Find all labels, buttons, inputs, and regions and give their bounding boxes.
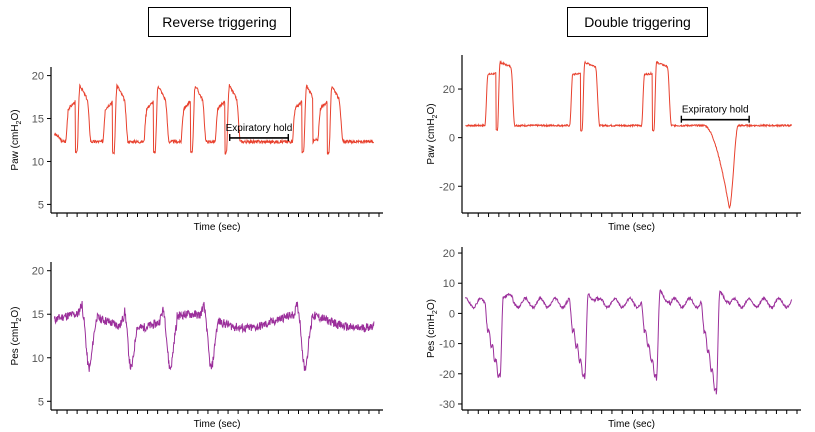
- y-tick-label: 20: [443, 248, 455, 260]
- y-tick-label: 0: [449, 308, 455, 320]
- y-tick-label: 15: [32, 309, 44, 321]
- y-tick-label: -20: [439, 181, 455, 193]
- y-axis-label: Paw (cmH2O): [10, 109, 23, 170]
- right-panel-title: Double triggering: [567, 7, 708, 37]
- y-tick-label: 20: [443, 84, 455, 96]
- y-tick-label: -10: [439, 339, 455, 351]
- y-tick-label: 5: [38, 199, 44, 211]
- series-line-paw: [465, 60, 793, 209]
- left-panel-title: Reverse triggering: [148, 7, 291, 37]
- y-tick-label: 20: [32, 71, 44, 83]
- y-tick-label: -30: [439, 399, 455, 411]
- chart-rt-paw: 5 10 15 20 Time (sec) Paw (cmH2O) Expiratory h…: [10, 67, 383, 233]
- series-line-pes: [465, 289, 793, 395]
- series-line-pes: [53, 300, 375, 372]
- y-tick-label: 5: [38, 396, 44, 408]
- x-axis-label: Time (sec): [194, 419, 241, 430]
- chart-dt-pes: -30 -20 -10 0 10 20 Time (sec) Pes (cmH2O): [426, 247, 801, 430]
- x-axis-label: Time (sec): [194, 222, 241, 233]
- y-tick-label: 10: [443, 278, 455, 290]
- x-axis-label: Time (sec): [608, 222, 655, 233]
- chart-rt-pes: 5 10 15 20 Time (sec) Pes (cmH2O): [10, 262, 383, 430]
- expiratory-hold-label: Expiratory hold: [226, 123, 293, 134]
- y-tick-label: 10: [32, 353, 44, 365]
- y-tick-label: -20: [439, 369, 455, 381]
- y-axis-label: Paw (cmH2O): [426, 103, 439, 164]
- y-tick-label: 10: [32, 156, 44, 168]
- y-tick-label: 15: [32, 114, 44, 126]
- expiratory-hold-label: Expiratory hold: [682, 105, 749, 116]
- x-axis-label: Time (sec): [608, 419, 655, 430]
- y-axis-label: Pes (cmH2O): [10, 307, 23, 366]
- y-tick-label: 20: [32, 266, 44, 278]
- series-line-paw: [53, 83, 374, 156]
- chart-dt-paw: -20 0 20 Time (sec) Paw (cmH2O) Expiratory ho…: [426, 55, 801, 233]
- y-tick-label: 0: [449, 133, 455, 145]
- y-axis-label: Pes (cmH2O): [426, 299, 439, 358]
